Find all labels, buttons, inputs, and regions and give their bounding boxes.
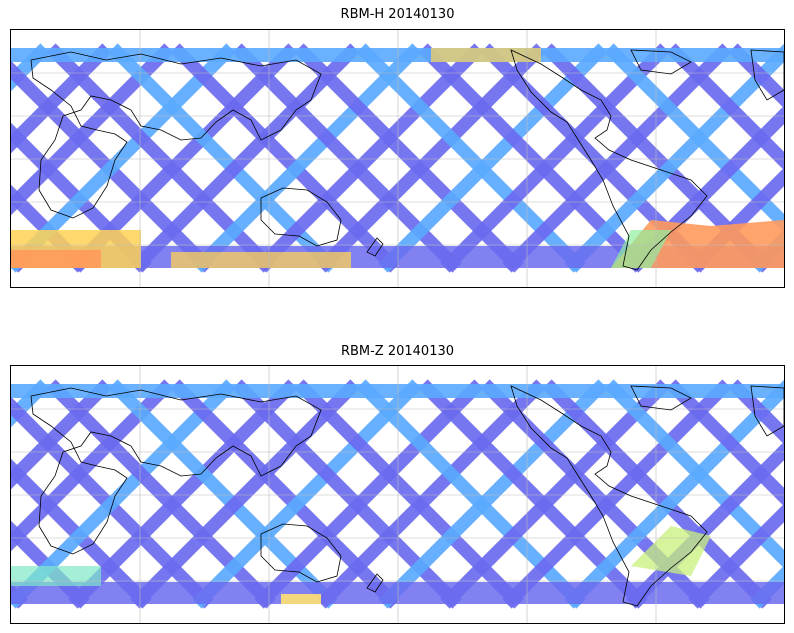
ascending-track: [11, 379, 112, 490]
map-panel-bottom: [10, 365, 785, 624]
coastline: [260, 187, 342, 247]
ascending-track: [68, 379, 298, 609]
ascending-track: [11, 43, 174, 216]
ascending-track: [502, 43, 732, 273]
ascending-track: [378, 43, 608, 273]
ascending-track: [564, 379, 784, 609]
ascending-track: [440, 379, 670, 609]
ascending-track: [130, 43, 360, 273]
coastline: [30, 387, 322, 555]
ascending-track: [192, 379, 422, 609]
ascending-track: [11, 379, 174, 552]
gridlines: [11, 30, 784, 287]
ascending-track: [378, 379, 608, 609]
coastlines: [30, 385, 784, 607]
coastline: [750, 49, 784, 101]
anomaly-patch: [281, 594, 321, 604]
anomaly-patch: [431, 48, 541, 62]
ascending-track: [192, 43, 422, 273]
ascending-track: [564, 43, 784, 273]
ascending-track: [316, 379, 546, 609]
ascending-track: [440, 43, 670, 273]
anomaly-patch: [631, 526, 711, 576]
descending-track: [666, 43, 784, 171]
coastline: [30, 51, 322, 219]
coastline: [260, 523, 342, 583]
coastline: [630, 49, 692, 75]
ascending-track: [11, 43, 112, 154]
descending-track: [728, 379, 784, 445]
ascending-track: [130, 379, 360, 609]
coastlines: [30, 49, 784, 271]
north-strip: [11, 48, 784, 62]
coastline: [366, 237, 384, 257]
map-svg-bottom: [11, 366, 784, 623]
descending-track: [666, 379, 784, 507]
ascending-track: [254, 379, 484, 609]
south-strip: [11, 582, 784, 604]
panel-title-top: RBM-H 20140130: [340, 7, 455, 22]
gridlines: [11, 366, 784, 623]
descending-track: [604, 379, 784, 569]
descending-track: [728, 43, 784, 109]
map-svg-top: [11, 30, 784, 287]
anomaly-patch: [11, 250, 101, 268]
anomaly-patches: [11, 48, 784, 268]
panel-title-bottom: RBM-Z 20140130: [340, 344, 455, 359]
coastline: [366, 573, 384, 593]
swath-tracks: [11, 379, 784, 609]
coastline: [630, 385, 692, 411]
north-strip: [11, 384, 784, 398]
anomaly-patch: [11, 566, 101, 586]
ascending-track: [502, 379, 732, 609]
map-panel-top: [10, 29, 785, 288]
coastline: [750, 385, 784, 437]
coastline: [510, 49, 708, 271]
descending-track: [604, 43, 784, 233]
ascending-track: [316, 43, 546, 273]
coastline: [510, 385, 708, 607]
ascending-track: [688, 503, 784, 609]
anomaly-patch: [171, 252, 351, 268]
ascending-track: [254, 43, 484, 273]
